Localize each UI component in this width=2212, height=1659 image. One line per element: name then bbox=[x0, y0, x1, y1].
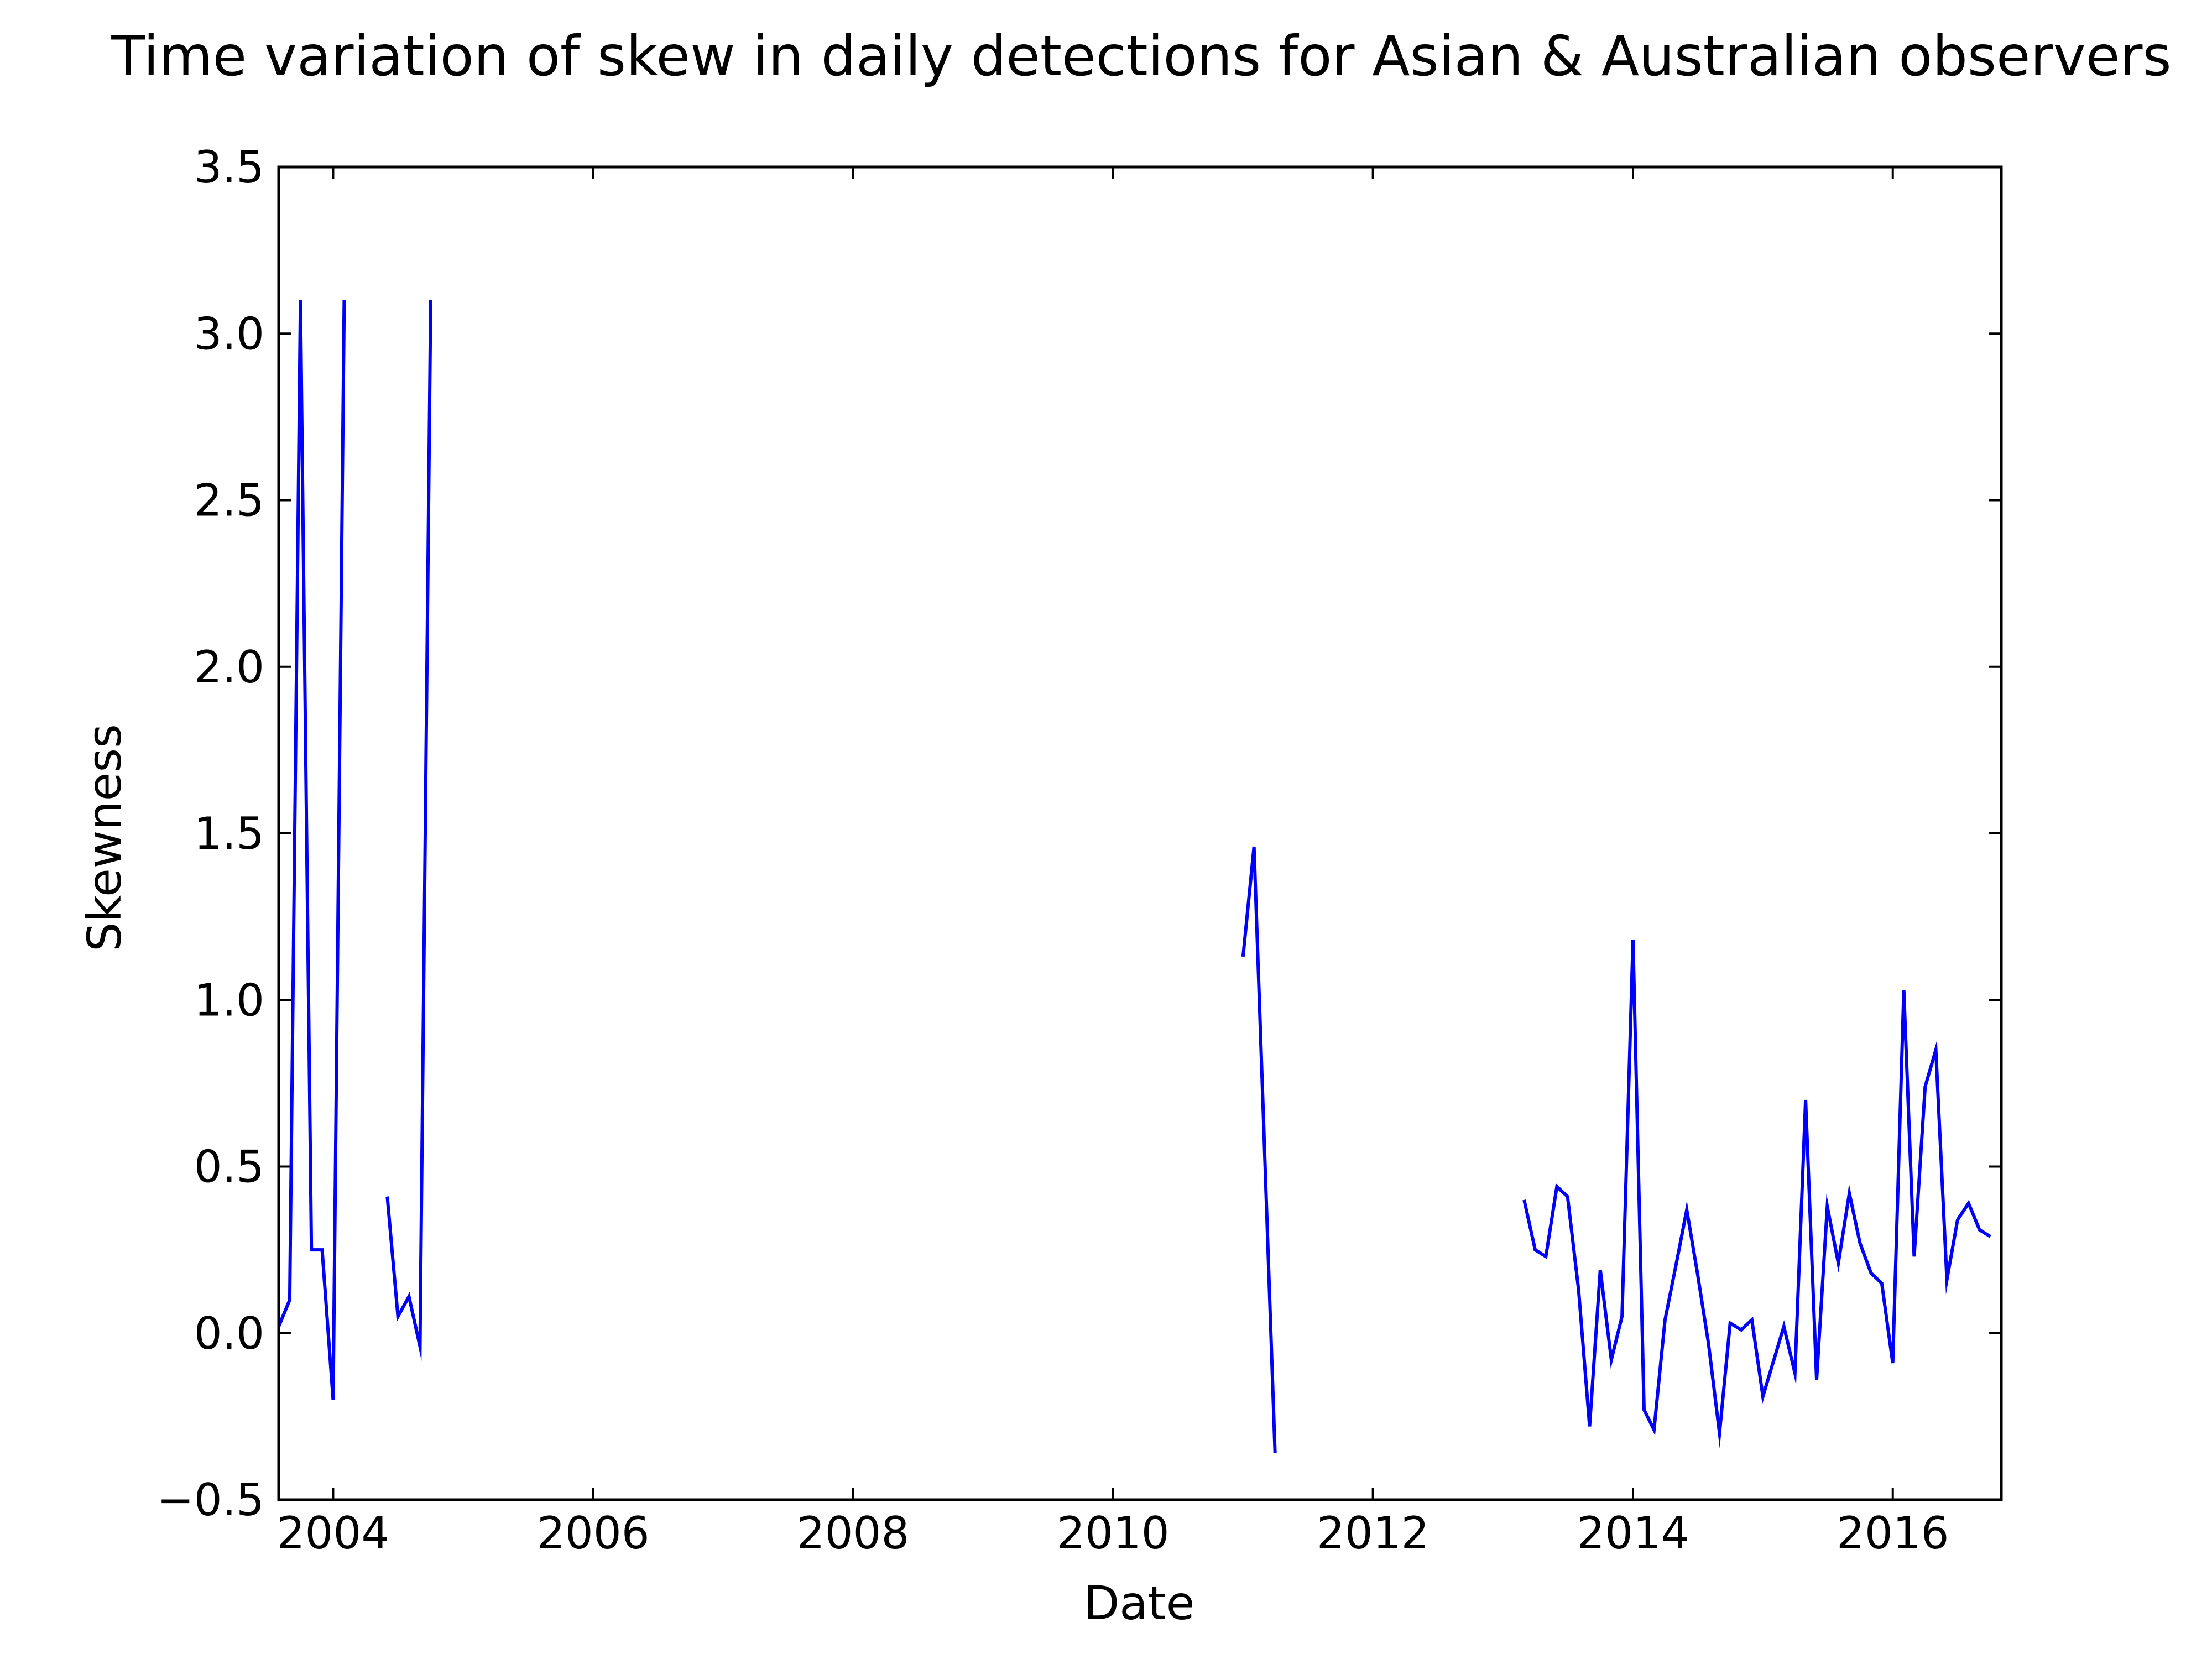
y-tick-label: 0.5 bbox=[194, 1141, 264, 1193]
series-line-segment bbox=[385, 300, 432, 1361]
x-tick-label: 2016 bbox=[1837, 1507, 1949, 1559]
y-tick-label: −0.5 bbox=[157, 1474, 264, 1526]
series-line-segment bbox=[1241, 846, 1277, 1453]
y-tick-label: 1.5 bbox=[194, 808, 264, 859]
tick-layer: 2004 2006 2008 2010 2012 2014 2016 −0.5 0.0 0.5 1.… bbox=[157, 142, 2001, 1559]
chart-title: Time variation of skew in daily detectio… bbox=[111, 24, 2171, 88]
x-tick-label: 2004 bbox=[277, 1507, 390, 1559]
plot-frame bbox=[277, 165, 2003, 1501]
x-tick-label: 2006 bbox=[537, 1507, 650, 1559]
x-tick-label: 2012 bbox=[1317, 1507, 1430, 1559]
series-line-segment bbox=[1522, 940, 1991, 1448]
x-tick-label: 2010 bbox=[1057, 1507, 1170, 1559]
y-tick-label: 0.0 bbox=[194, 1308, 264, 1359]
y-tick-label: 1.0 bbox=[194, 974, 264, 1026]
y-tick-label: 2.5 bbox=[194, 475, 264, 526]
series-line-segment bbox=[277, 300, 346, 1400]
x-tick-label: 2008 bbox=[797, 1507, 910, 1559]
x-tick-label: 2014 bbox=[1577, 1507, 1689, 1559]
y-tick-label: 3.5 bbox=[194, 142, 264, 193]
x-axis-label: Date bbox=[1084, 1576, 1195, 1630]
series-layer bbox=[277, 300, 1991, 1453]
y-tick-label: 3.0 bbox=[194, 308, 264, 359]
y-tick-label: 2.0 bbox=[194, 641, 264, 693]
y-axis-label: Skewness bbox=[77, 724, 132, 952]
